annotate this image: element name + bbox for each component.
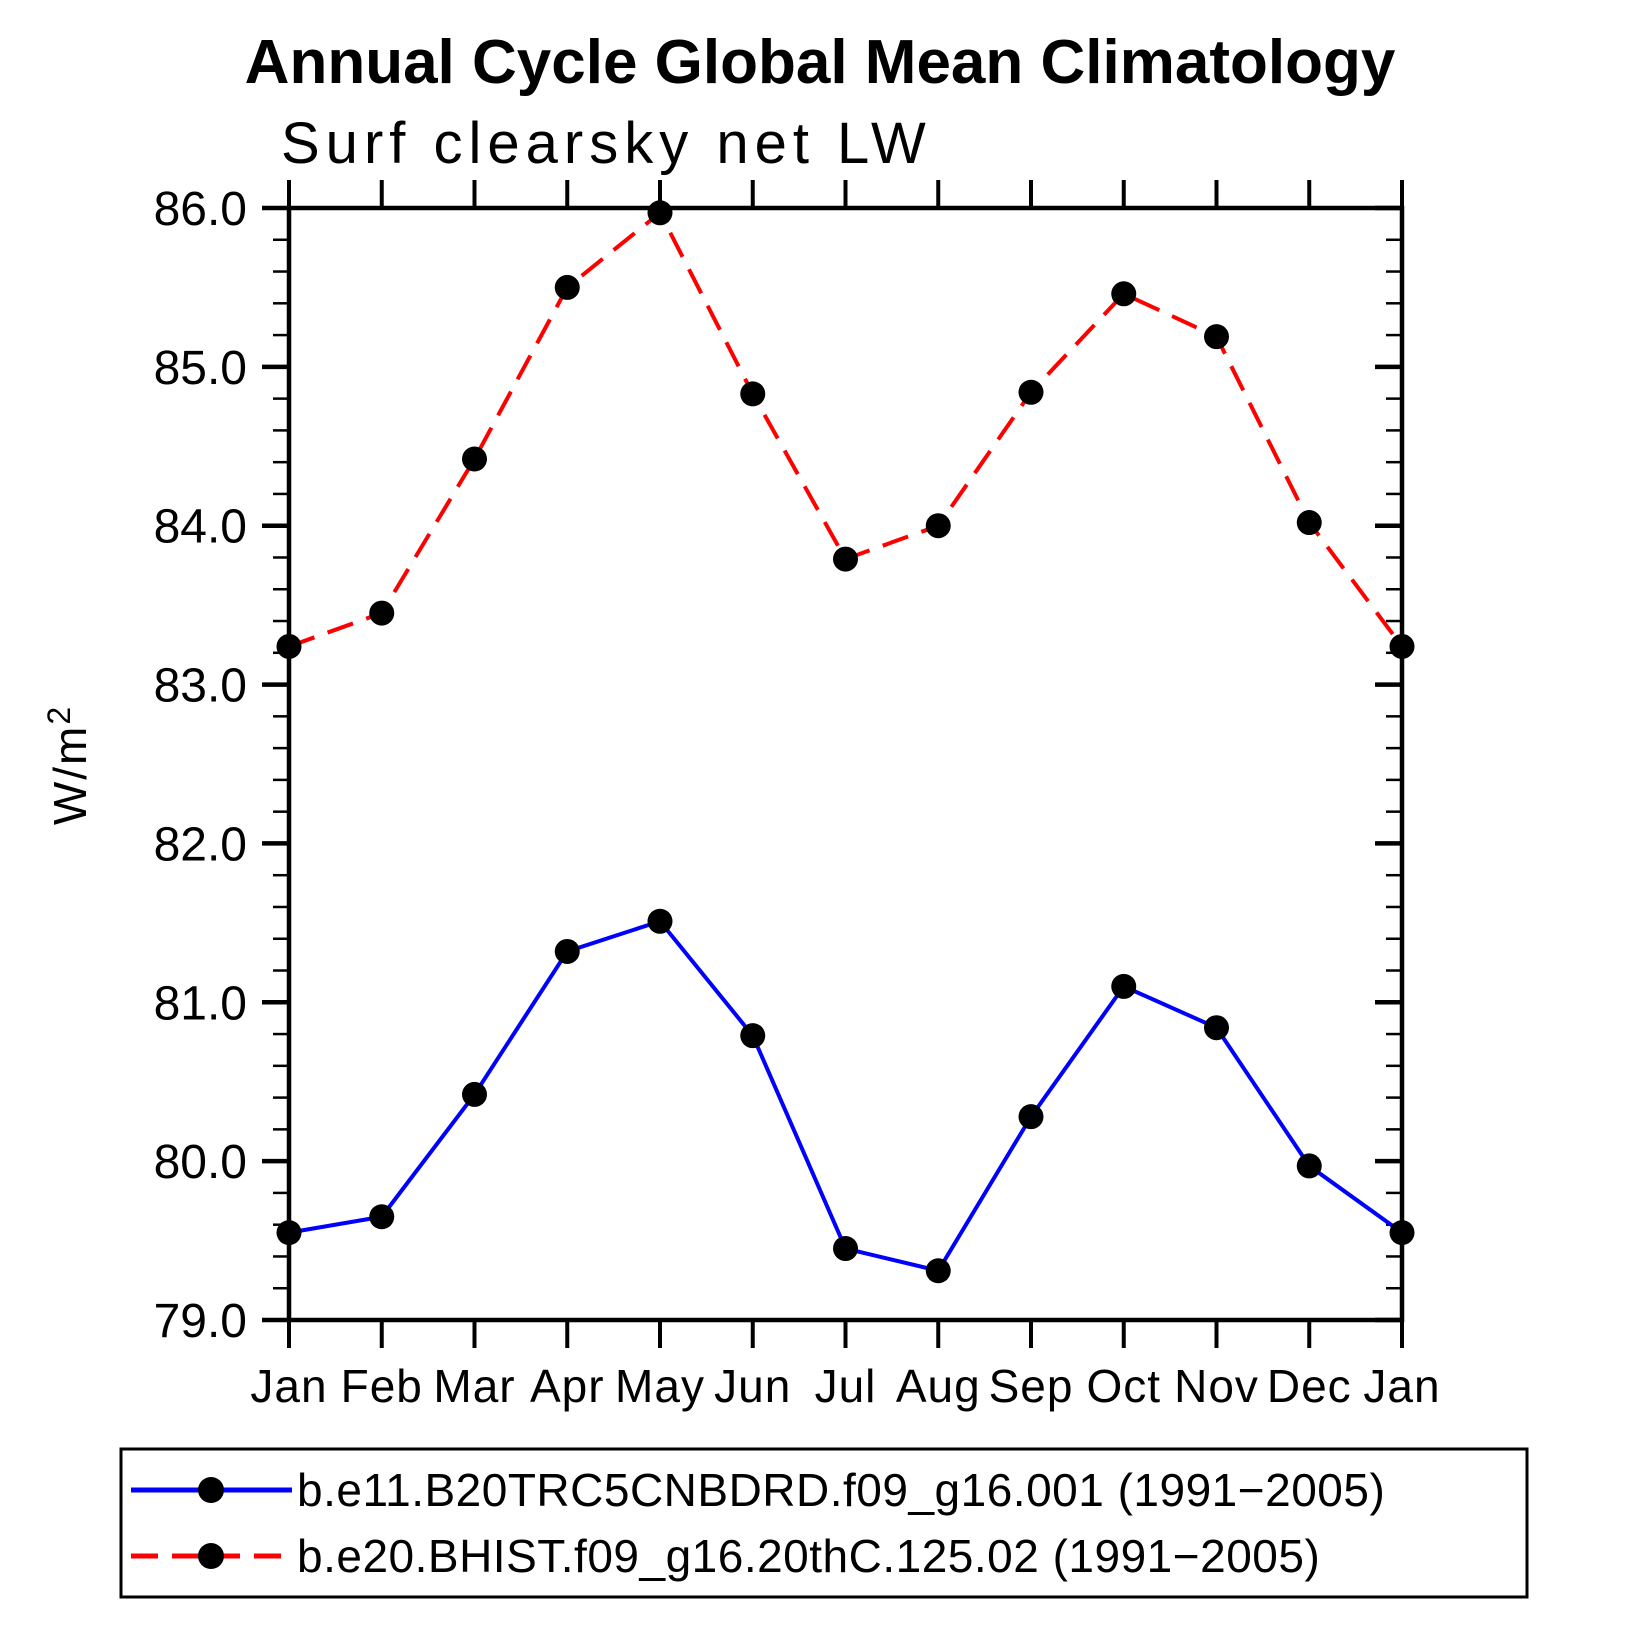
data-point-series1	[369, 1204, 395, 1230]
x-tick-label: Jan	[1363, 1360, 1440, 1412]
data-point-series1	[1204, 1015, 1229, 1041]
legend-label-series1: b.e11.B20TRC5CNBDRD.f09_g16.001 (1991−20…	[297, 1464, 1385, 1516]
plot-area: Jan Feb Mar Apr May Jun Jul Aug Sep Oct Nov Dec Jan7…	[154, 180, 1440, 1412]
data-point-series1	[925, 1258, 951, 1284]
data-point-series1	[740, 1023, 766, 1049]
data-point-series2	[833, 546, 858, 572]
x-tick-label: Aug	[896, 1360, 981, 1412]
data-point-series2	[647, 200, 673, 226]
data-point-series2	[925, 513, 951, 539]
x-tick-label: Sep	[989, 1360, 1074, 1412]
data-point-series1	[1018, 1104, 1044, 1130]
legend-item-series2: b.e20.BHIST.f09_g16.20thC.125.02 (1991−2…	[131, 1530, 1320, 1582]
x-tick-label: Nov	[1174, 1360, 1259, 1412]
data-point-series2	[1296, 510, 1322, 536]
x-tick-label: Jun	[714, 1360, 791, 1412]
data-point-series2	[1018, 379, 1044, 405]
data-point-series1	[554, 938, 580, 964]
data-point-series2	[1111, 281, 1137, 307]
data-point-series2	[276, 633, 302, 659]
data-point-series1	[1389, 1220, 1415, 1246]
data-point-series2	[1389, 633, 1415, 659]
legend-item-series1: b.e11.B20TRC5CNBDRD.f09_g16.001 (1991−20…	[131, 1464, 1385, 1516]
legend-marker-dot	[198, 1477, 224, 1503]
y-tick-label: 85.0	[154, 342, 247, 395]
data-point-series1	[1296, 1153, 1322, 1179]
x-tick-label: Jan	[250, 1360, 327, 1412]
data-point-series1	[462, 1081, 487, 1107]
y-tick-label: 84.0	[154, 501, 247, 554]
x-tick-label: Feb	[341, 1360, 423, 1412]
x-tick-label: Oct	[1086, 1360, 1161, 1412]
y-axis-label: W/m2	[41, 705, 96, 825]
x-tick-label: Jul	[815, 1360, 877, 1412]
data-point-series1	[647, 908, 673, 934]
data-point-series2	[369, 600, 395, 626]
y-tick-label: 86.0	[154, 183, 247, 236]
legend-box	[119, 1447, 1529, 1599]
y-tick-label: 80.0	[154, 1136, 247, 1189]
data-point-series2	[554, 274, 580, 300]
y-tick-label: 82.0	[154, 818, 247, 871]
legend: b.e11.B20TRC5CNBDRD.f09_g16.001 (1991−20…	[119, 1447, 1529, 1599]
x-tick-label: Dec	[1267, 1360, 1352, 1412]
page-title: Annual Cycle Global Mean Climatology	[245, 28, 1396, 97]
data-point-series2	[740, 381, 766, 407]
x-tick-label: Apr	[530, 1360, 605, 1412]
y-tick-label: 79.0	[154, 1295, 247, 1348]
plot-subtitle: Surf clearsky net LW	[281, 111, 932, 176]
y-axis-label-exponent: 2	[41, 705, 77, 725]
legend-marker-dot	[198, 1543, 224, 1569]
data-point-series1	[833, 1236, 858, 1262]
y-axis-label-base: W/m	[44, 725, 96, 826]
y-tick-label: 83.0	[154, 660, 247, 713]
data-point-series1	[276, 1220, 302, 1246]
legend-label-series2: b.e20.BHIST.f09_g16.20thC.125.02 (1991−2…	[297, 1530, 1320, 1582]
data-point-series1	[1111, 973, 1137, 999]
x-tick-label: Mar	[433, 1360, 515, 1412]
data-point-series2	[462, 446, 487, 472]
y-tick-label: 81.0	[154, 977, 247, 1030]
data-point-series2	[1204, 324, 1229, 350]
x-tick-label: May	[615, 1360, 705, 1412]
